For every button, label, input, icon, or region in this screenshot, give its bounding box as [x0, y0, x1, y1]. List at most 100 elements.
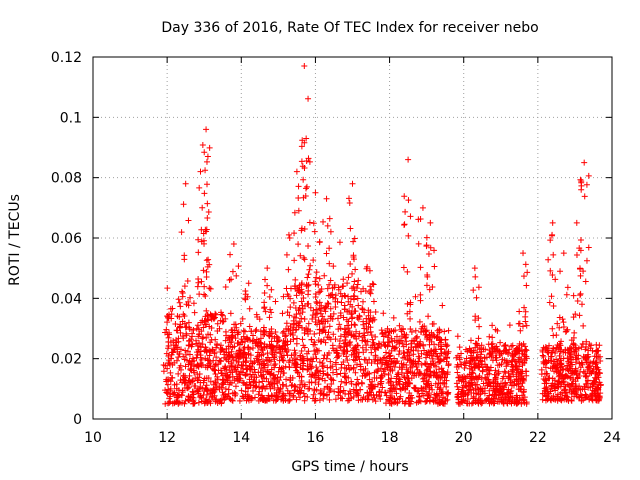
data-point [401, 221, 408, 228]
data-point [454, 361, 461, 368]
data-point [243, 366, 250, 373]
data-point [524, 269, 531, 276]
data-point [292, 276, 299, 283]
data-point [454, 383, 461, 390]
data-point [575, 345, 582, 352]
data-point [261, 360, 268, 367]
data-point [187, 365, 194, 372]
data-point [356, 356, 363, 363]
data-point [367, 344, 374, 351]
data-point [588, 342, 595, 349]
data-point [297, 352, 304, 359]
data-point [412, 327, 419, 334]
data-point [234, 376, 241, 383]
data-point [292, 314, 299, 321]
data-point [503, 382, 510, 389]
data-point [508, 387, 515, 394]
data-point [453, 380, 460, 387]
data-point [586, 395, 593, 402]
data-point [214, 320, 221, 327]
data-point [284, 309, 291, 316]
data-point [422, 351, 429, 358]
data-point [293, 311, 300, 318]
data-point [549, 219, 556, 226]
data-point [175, 370, 182, 377]
data-point [301, 139, 308, 146]
data-point [202, 167, 209, 174]
data-point [266, 328, 273, 335]
data-point [549, 349, 556, 356]
data-point [242, 287, 249, 294]
data-point [246, 323, 253, 330]
data-point [310, 220, 317, 227]
data-point [303, 135, 310, 142]
data-point [175, 296, 182, 303]
data-point [331, 347, 338, 354]
data-point [189, 378, 196, 385]
data-point [488, 396, 495, 403]
data-point [220, 392, 227, 399]
data-point [329, 363, 336, 370]
data-point [521, 351, 528, 358]
data-point [258, 372, 265, 379]
data-point [454, 369, 461, 376]
data-point [549, 325, 556, 332]
data-point [475, 315, 482, 322]
data-point [218, 395, 225, 402]
data-point [413, 364, 420, 371]
data-point [182, 347, 189, 354]
data-point [320, 218, 327, 225]
data-point [556, 372, 563, 379]
data-point [183, 323, 190, 330]
data-point [336, 321, 343, 328]
data-point [196, 340, 203, 347]
data-point [293, 396, 300, 403]
data-point [316, 397, 323, 404]
data-point [409, 394, 416, 401]
data-point [593, 366, 600, 373]
data-point [350, 393, 357, 400]
data-point [509, 367, 516, 374]
data-point [332, 303, 339, 310]
data-point [342, 326, 349, 333]
data-point [405, 395, 412, 402]
data-point [402, 208, 409, 215]
data-point [443, 390, 450, 397]
y-tick-label: 0.12 [51, 50, 82, 66]
data-point [542, 360, 549, 367]
data-point [379, 331, 386, 338]
data-point [486, 367, 493, 374]
data-point [374, 360, 381, 367]
data-point [377, 357, 384, 364]
data-point [291, 257, 298, 264]
data-point [303, 185, 310, 192]
data-point [585, 244, 592, 251]
data-point [472, 273, 479, 280]
data-point [341, 349, 348, 356]
data-point [226, 336, 233, 343]
data-point [546, 390, 553, 397]
data-point [387, 352, 394, 359]
chart-title: Day 336 of 2016, Rate Of TEC Index for r… [161, 20, 538, 36]
data-point [260, 331, 267, 338]
data-point [592, 385, 599, 392]
data-point [181, 283, 188, 290]
data-point [547, 267, 554, 274]
data-point [305, 300, 312, 307]
data-point [180, 201, 187, 208]
data-point [179, 293, 186, 300]
data-point [276, 350, 283, 357]
data-point [254, 359, 261, 366]
data-point [172, 321, 179, 328]
data-point [492, 367, 499, 374]
data-point [315, 281, 322, 288]
data-point [218, 400, 225, 407]
data-point [540, 344, 547, 351]
data-point [513, 381, 520, 388]
data-point [539, 348, 546, 355]
data-point [296, 373, 303, 380]
data-point [256, 316, 263, 323]
data-point [493, 357, 500, 364]
data-point [482, 374, 489, 381]
